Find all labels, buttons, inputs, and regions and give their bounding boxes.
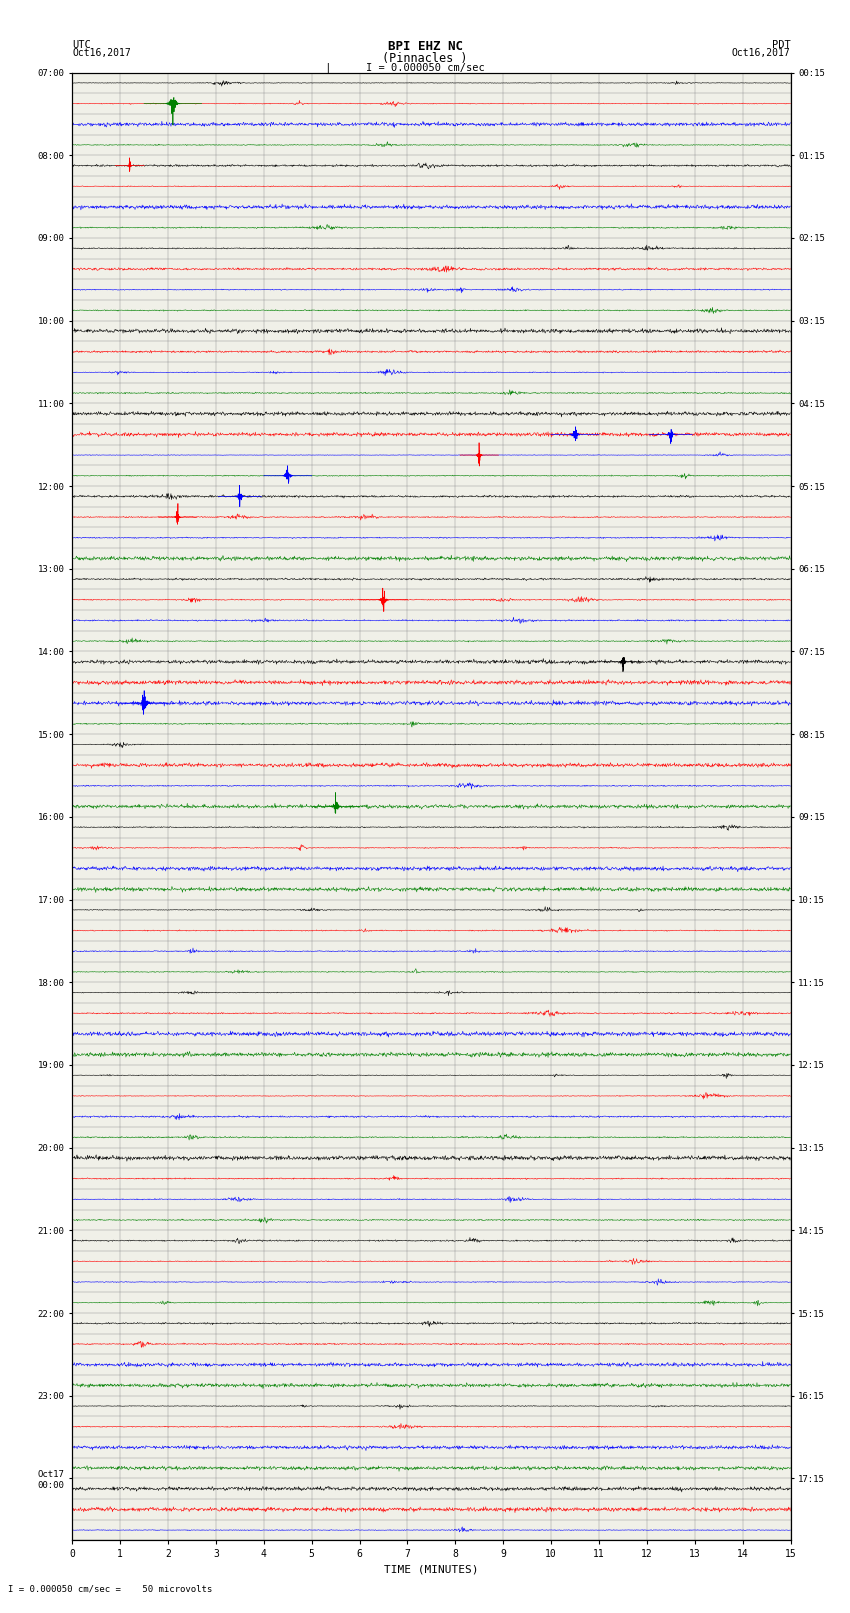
Text: BPI EHZ NC: BPI EHZ NC (388, 40, 462, 53)
Text: I = 0.000050 cm/sec =    50 microvolts: I = 0.000050 cm/sec = 50 microvolts (8, 1584, 212, 1594)
Text: Oct16,2017: Oct16,2017 (72, 48, 131, 58)
Text: Oct16,2017: Oct16,2017 (732, 48, 791, 58)
Text: I = 0.000050 cm/sec: I = 0.000050 cm/sec (366, 63, 484, 73)
Text: UTC: UTC (72, 40, 91, 50)
Text: |: | (324, 63, 331, 73)
Text: PDT: PDT (772, 40, 791, 50)
X-axis label: TIME (MINUTES): TIME (MINUTES) (384, 1565, 479, 1574)
Text: (Pinnacles ): (Pinnacles ) (382, 52, 468, 65)
